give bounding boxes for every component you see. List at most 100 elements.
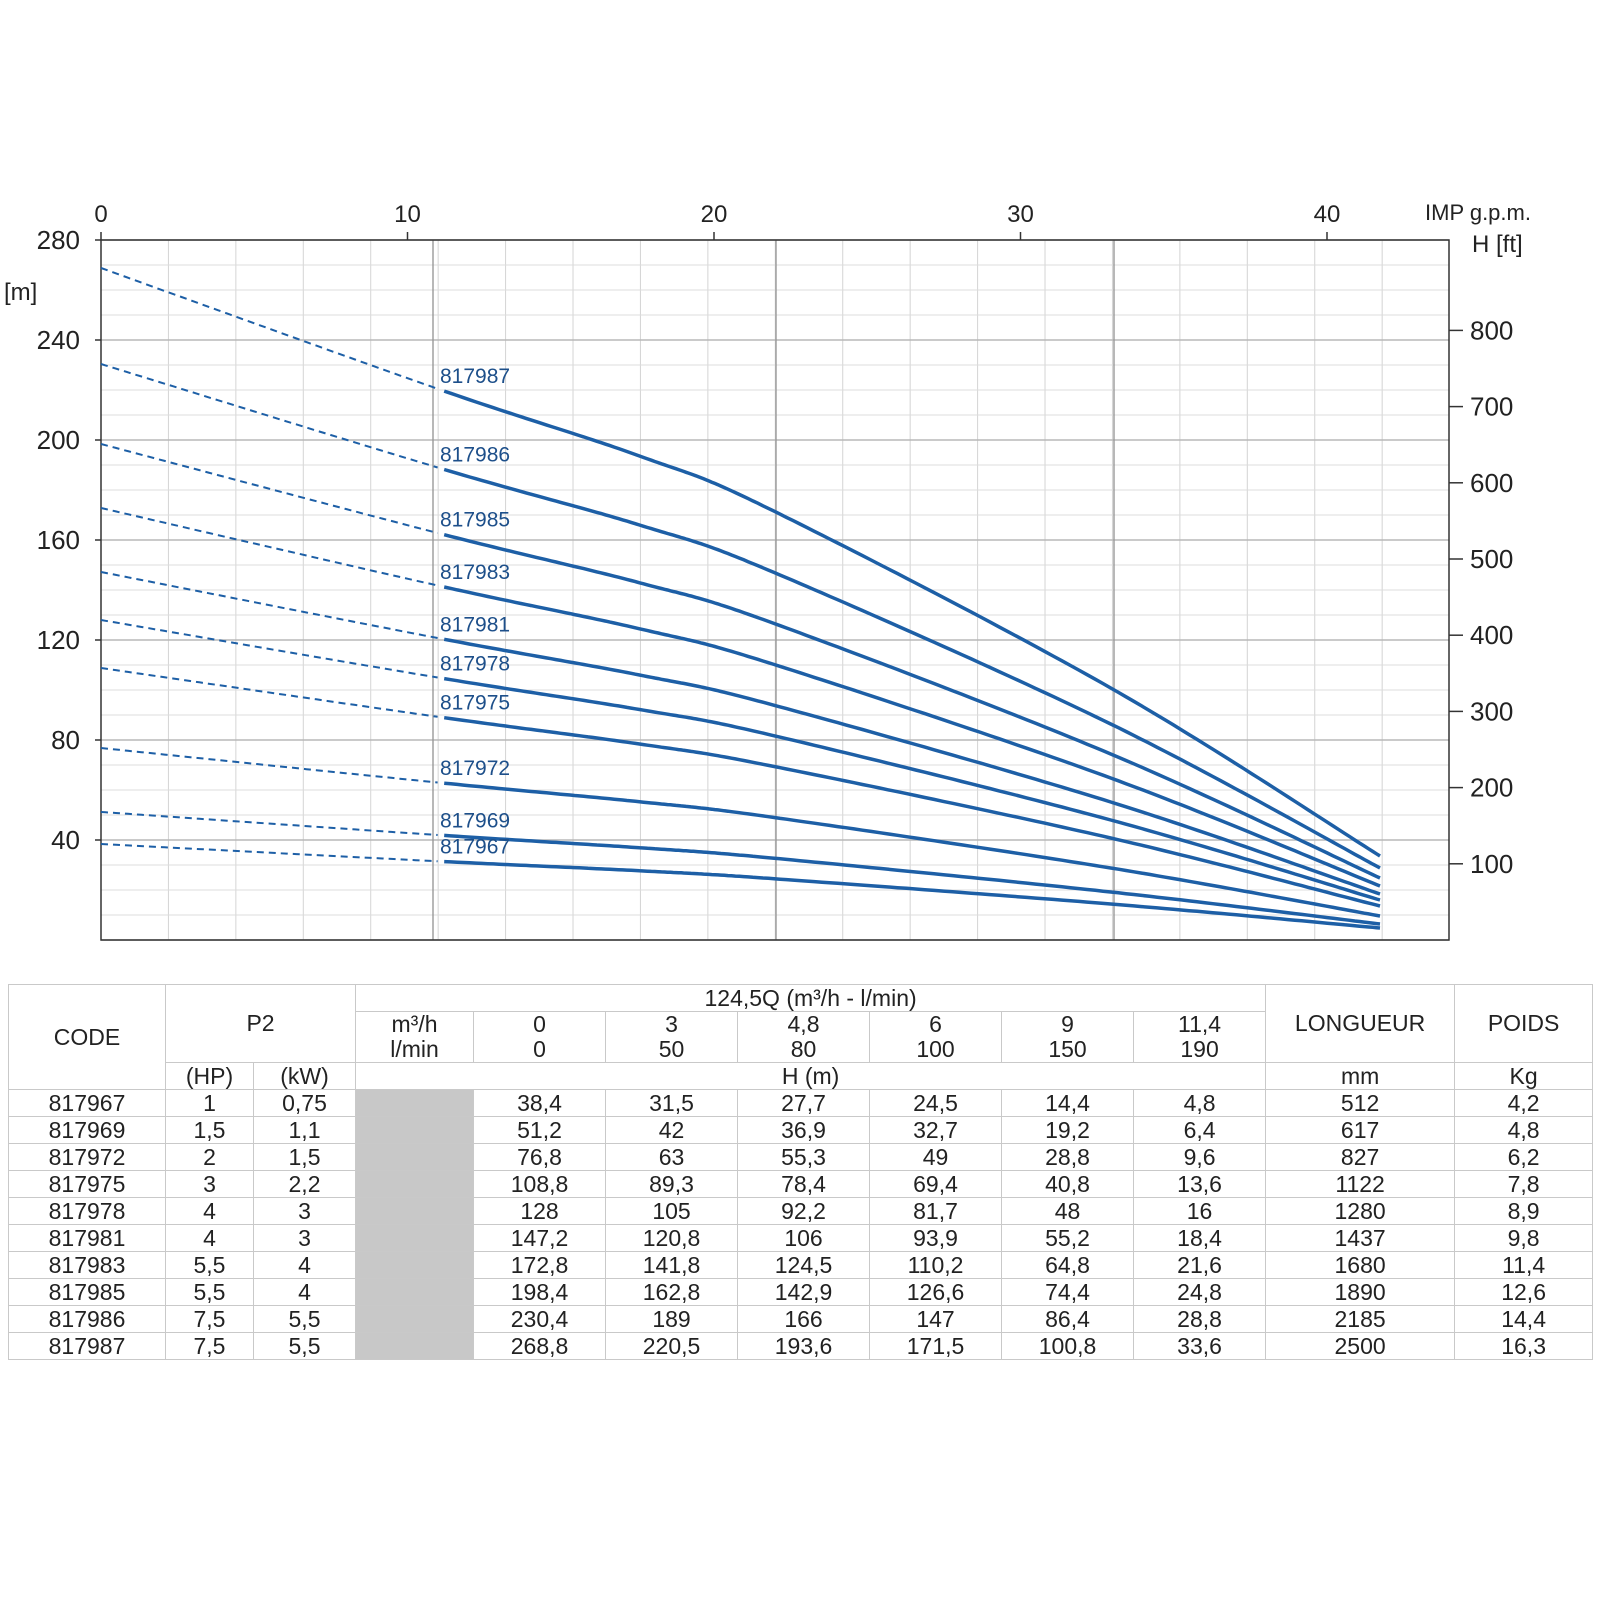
cell-head: 78,4: [737, 1170, 871, 1198]
cell-blank: [355, 1224, 475, 1252]
cell-head: 171,5: [869, 1332, 1003, 1360]
top-tick-label: 40: [1314, 201, 1341, 228]
left-tick-label: 280: [37, 225, 80, 255]
flow-lmin: 100: [916, 1036, 955, 1062]
cell-head: 268,8: [473, 1332, 607, 1360]
table-row: 817981 4 3 147,2 120,8 106 93,9 55,2 18,4 1437 9,8: [8, 1224, 1594, 1252]
cell-head: 24,5: [869, 1089, 1003, 1117]
cell-blank: [355, 1089, 475, 1117]
cell-head: 189: [605, 1305, 739, 1333]
left-tick-label: 80: [51, 725, 80, 755]
header-code: CODE: [8, 984, 166, 1090]
curve-solid: [443, 676, 1381, 902]
curve-dashed: [100, 571, 438, 639]
cell-weight: 8,9: [1454, 1197, 1594, 1225]
right-tick-label: 100: [1470, 849, 1513, 879]
cell-kw: 1,1: [252, 1116, 357, 1144]
cell-hp: 3: [165, 1170, 254, 1198]
pump-curve-chart: 0 10 20 30 40 IMP g.p.m. 280 240 200 160 120 80 40 [m…: [4, 200, 1531, 941]
flow-m3h: 0: [533, 1011, 546, 1037]
cell-code: 817978: [8, 1197, 166, 1225]
cell-blank: [355, 1332, 475, 1360]
cell-head: 74,4: [1001, 1278, 1135, 1306]
header-kg: Kg: [1454, 1062, 1594, 1090]
flow-m3h: 3: [665, 1011, 678, 1037]
curve-solid: [443, 715, 1381, 908]
table-row: 817975 3 2,2 108,8 89,3 78,4 69,4 40,8 13,6 1122 7…: [8, 1170, 1594, 1198]
cell-blank: [355, 1305, 475, 1333]
top-tick-label: 30: [1007, 201, 1034, 228]
cell-weight: 7,8: [1454, 1170, 1594, 1198]
table-row: 817987 7,5 5,5 268,8 220,5 193,6 171,5 100,8 33,…: [8, 1332, 1594, 1360]
left-axis-unit: [m]: [4, 279, 37, 306]
curve-dashed: [100, 747, 438, 784]
cell-head: 110,2: [869, 1251, 1003, 1279]
cell-code: 817981: [8, 1224, 166, 1252]
cell-head: 128: [473, 1197, 607, 1225]
curve-solid: [444, 859, 1381, 930]
cell-length: 1122: [1265, 1170, 1456, 1198]
curve-dashed: [100, 843, 438, 863]
table-row: 817978 4 3 128 105 92,2 81,7 48 16 1280 8,9: [8, 1197, 1594, 1225]
cell-code: 817969: [8, 1116, 166, 1144]
cell-code: 817967: [8, 1089, 166, 1117]
cell-head: 89,3: [605, 1170, 739, 1198]
curve-solid: [443, 533, 1381, 880]
right-tick-label: 300: [1470, 696, 1513, 726]
cell-code: 817985: [8, 1278, 166, 1306]
header-kw: (kW): [252, 1062, 357, 1090]
cell-length: 2500: [1265, 1332, 1456, 1360]
cell-head: 108,8: [473, 1170, 607, 1198]
cell-weight: 16,3: [1454, 1332, 1594, 1360]
cell-head: 28,8: [1001, 1143, 1135, 1171]
cell-hp: 7,5: [165, 1332, 254, 1360]
cell-kw: 0,75: [252, 1089, 357, 1117]
unit-lmin: l/min: [390, 1036, 439, 1062]
cell-head: 14,4: [1001, 1089, 1135, 1117]
cell-code: 817986: [8, 1305, 166, 1333]
cell-hp: 7,5: [165, 1305, 254, 1333]
cell-blank: [355, 1278, 475, 1306]
curve-solid: [443, 389, 1381, 858]
cell-head: 93,9: [869, 1224, 1003, 1252]
cell-hp: 4: [165, 1224, 254, 1252]
cell-blank: [355, 1143, 475, 1171]
curve-dashed: [100, 619, 438, 679]
table-row: 817983 5,5 4 172,8 141,8 124,5 110,2 64,8 21,6 16…: [8, 1251, 1594, 1279]
cell-head: 55,3: [737, 1143, 871, 1171]
flow-lmin: 80: [790, 1036, 817, 1062]
flow-lmin: 0: [533, 1036, 546, 1062]
curve-dashed: [100, 811, 438, 836]
flow-unit-labels: m³/h l/min: [355, 1011, 475, 1063]
cell-head: 166: [737, 1305, 871, 1333]
curve-label: 817983: [440, 561, 510, 584]
curve-label: 817967: [440, 836, 510, 859]
cell-head: 120,8: [605, 1224, 739, 1252]
cell-head: 31,5: [605, 1089, 739, 1117]
cell-head: 64,8: [1001, 1251, 1135, 1279]
top-tick-label: 10: [394, 201, 421, 228]
cell-hp: 4: [165, 1197, 254, 1225]
right-tick-label: 500: [1470, 544, 1513, 574]
cell-length: 827: [1265, 1143, 1456, 1171]
chart-axes: 0 10 20 30 40 IMP g.p.m. 280 240 200 160 120 80 40 [m…: [4, 200, 1531, 879]
curve-label: 817987: [440, 365, 510, 388]
cell-head: 6,4: [1133, 1116, 1267, 1144]
cell-code: 817972: [8, 1143, 166, 1171]
performance-table: CODE P2 124,5Q (m³/h - l/min) LONGUEUR P…: [8, 984, 1594, 1360]
flow-col: 6 100: [869, 1011, 1003, 1063]
right-tick-label: 700: [1470, 392, 1513, 422]
cell-kw: 4: [252, 1278, 357, 1306]
curve-solid: [443, 467, 1381, 870]
cell-kw: 5,5: [252, 1305, 357, 1333]
curve-dashed: [100, 443, 438, 534]
cell-length: 2185: [1265, 1305, 1456, 1333]
cell-head: 76,8: [473, 1143, 607, 1171]
cell-code: 817983: [8, 1251, 166, 1279]
flow-m3h: 9: [1061, 1011, 1074, 1037]
curve-labels: 817987 817986 817985 817983 817981 817978 8179…: [440, 365, 510, 859]
cell-length: 512: [1265, 1089, 1456, 1117]
curve-label: 817985: [440, 509, 510, 532]
plot-frame: [100, 239, 1450, 941]
